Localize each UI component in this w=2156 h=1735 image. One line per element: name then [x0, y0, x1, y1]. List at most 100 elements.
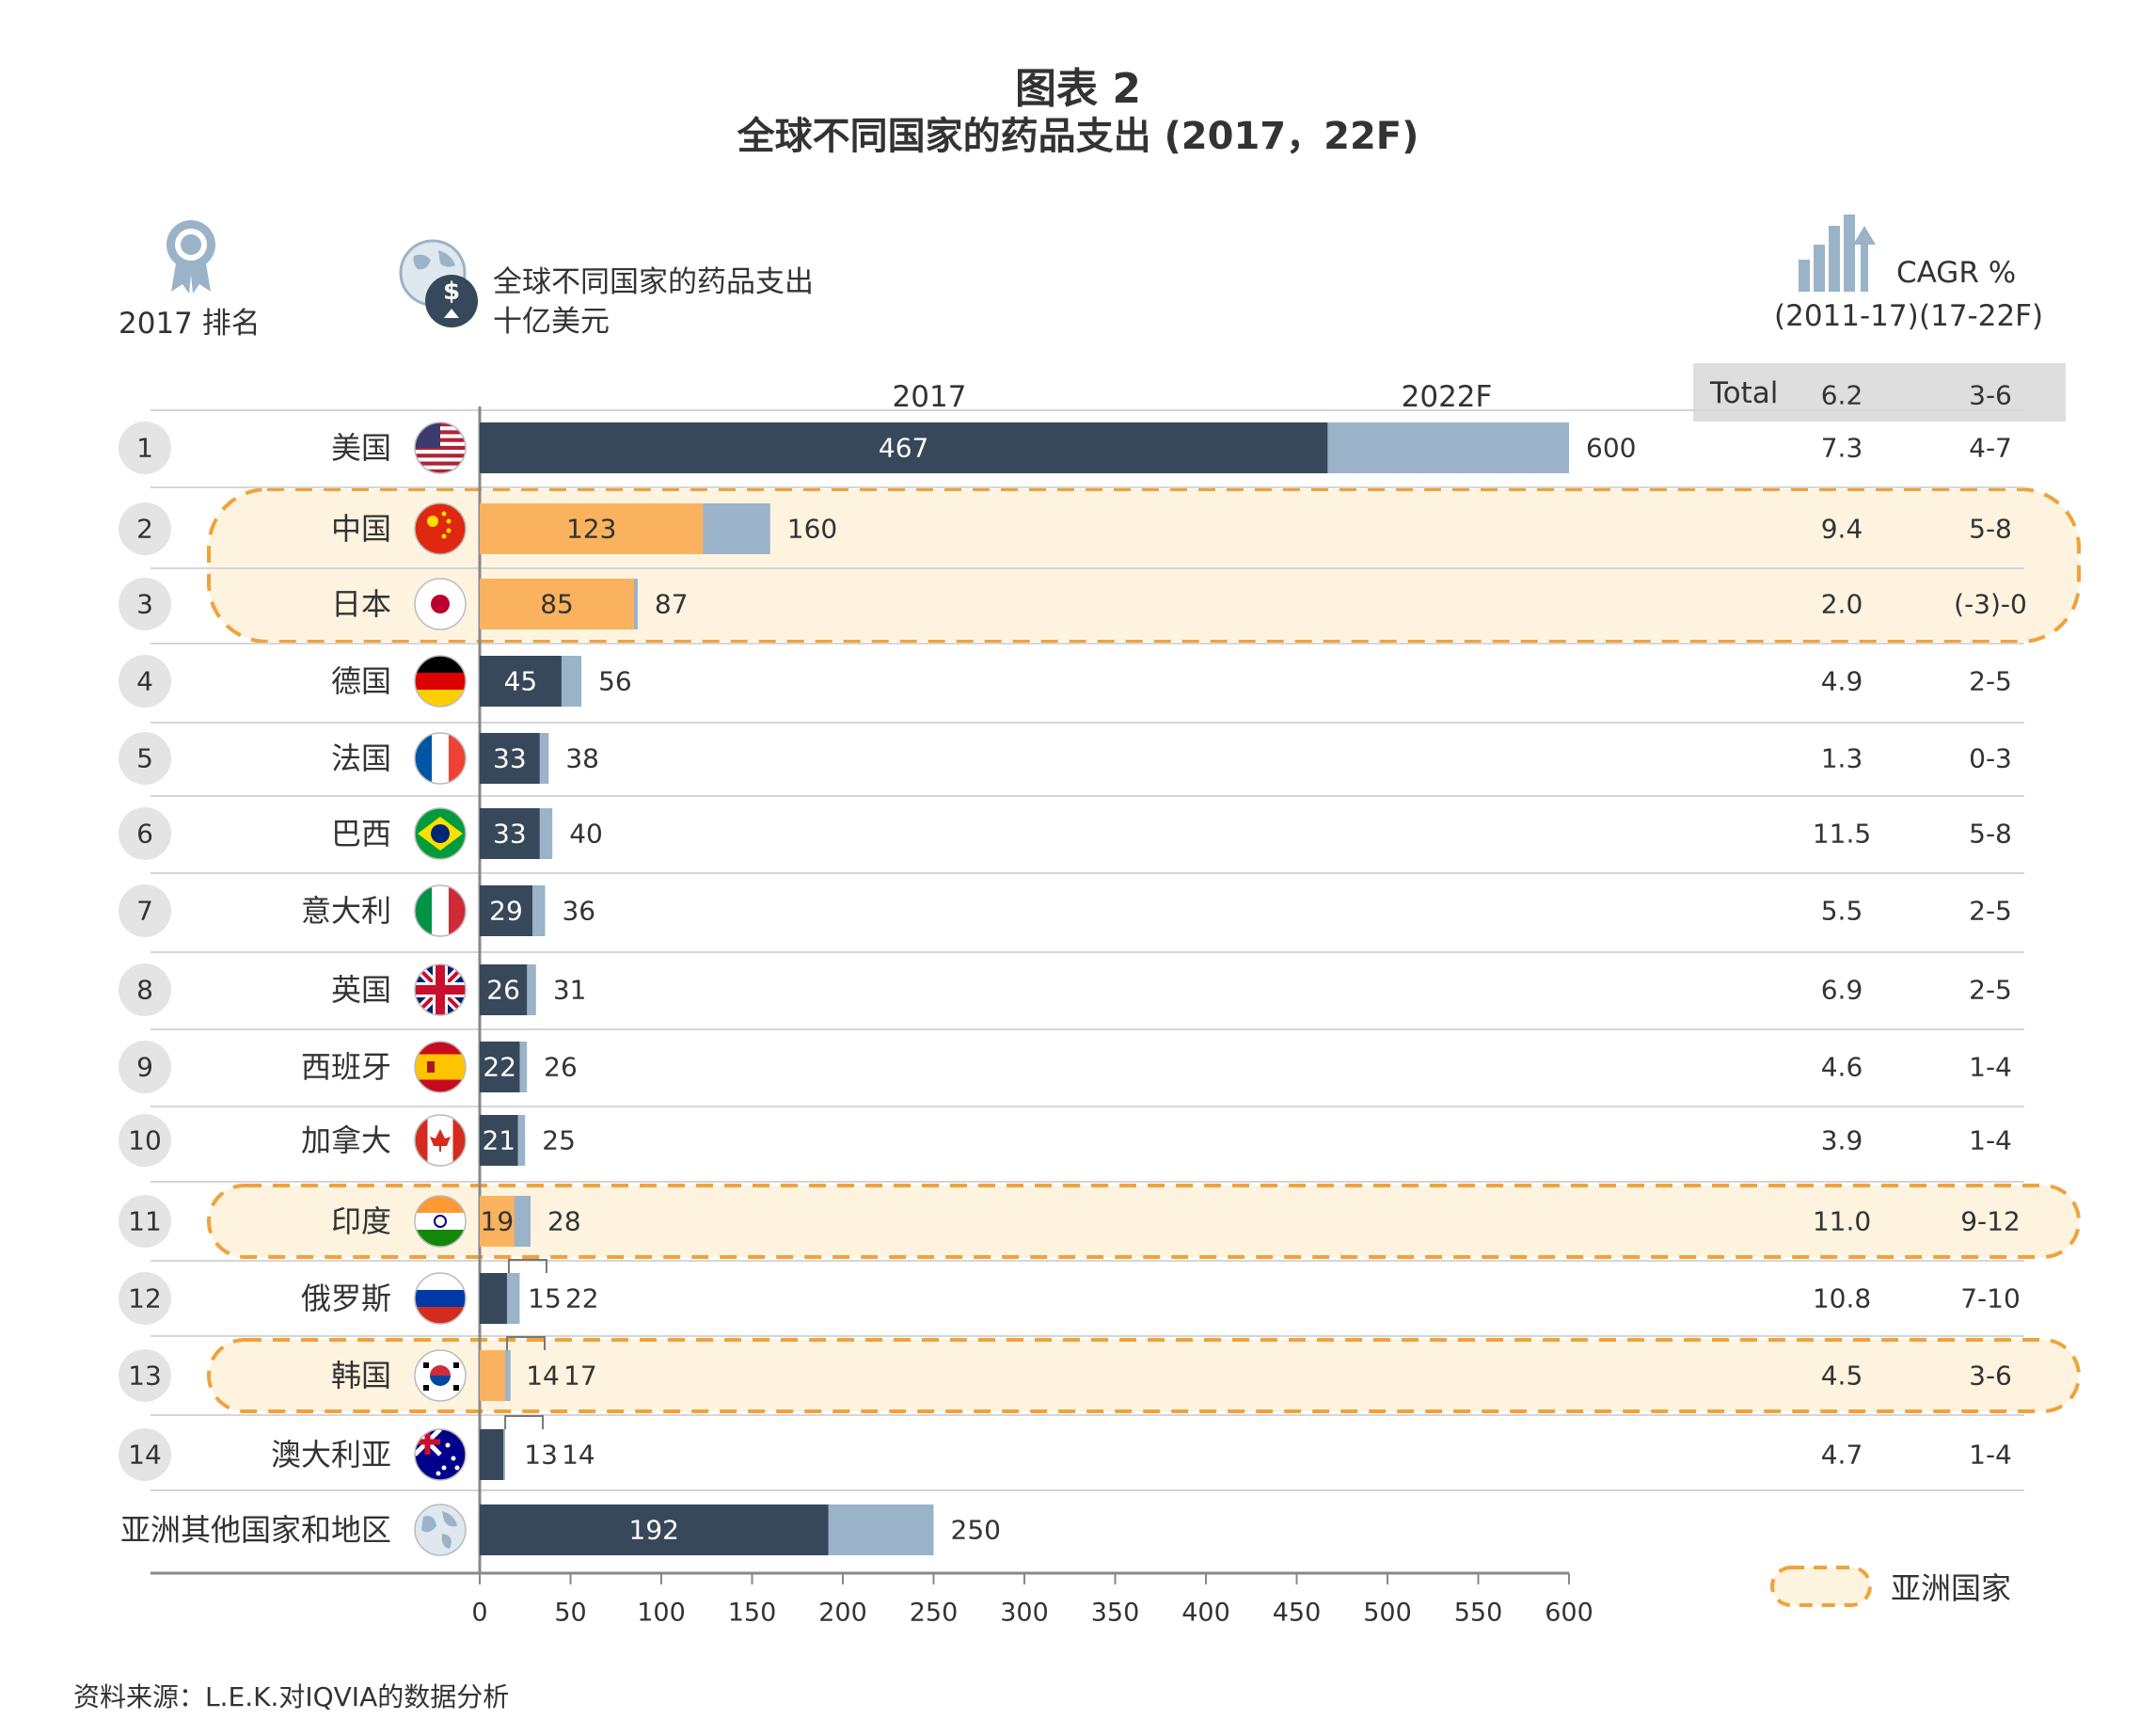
country-name: 加拿大 — [301, 1122, 391, 1158]
rank-circle — [119, 1041, 171, 1093]
brazil-flag-icon — [414, 807, 467, 860]
x-tick-label: 450 — [1273, 1599, 1322, 1628]
asia-highlight-band — [207, 1338, 2081, 1413]
rank-circle — [119, 884, 171, 937]
asia-highlight-band — [207, 1184, 2081, 1259]
country-name: 俄罗斯 — [301, 1281, 391, 1316]
cagr-col2-header: (17-22F) — [1919, 299, 2044, 333]
value-2017-label: 33 — [493, 743, 527, 774]
cagr-2011-17-value: 10.8 — [1813, 1283, 1871, 1314]
x-tick-label: 200 — [818, 1599, 867, 1628]
cagr-col1-header: (2011-17) — [1774, 299, 1919, 333]
uk-flag-icon — [414, 963, 467, 1016]
value-2017-label: 19 — [481, 1206, 515, 1237]
cagr-17-22-value: 3-6 — [1969, 1361, 2012, 1392]
spain-flag-icon — [414, 1041, 467, 1093]
rank-number: 14 — [128, 1440, 162, 1471]
value-2022-label: 250 — [951, 1515, 1001, 1546]
rank-circle — [119, 578, 171, 630]
bar-2017 — [480, 579, 635, 629]
rank-number: 8 — [136, 975, 153, 1006]
x-tick-label: 50 — [554, 1599, 586, 1628]
globe-dollar-icon: $ — [399, 239, 478, 327]
chart-subtitle: 全球不同国家的药品支出 (2017，22F) — [737, 115, 1419, 158]
value-2017-label: 85 — [540, 589, 574, 620]
cagr-17-22-value: 1-4 — [1969, 1125, 2012, 1156]
rank-number: 3 — [136, 589, 153, 620]
bar-2017 — [480, 1115, 518, 1166]
rank-circle — [119, 1349, 171, 1402]
rank-number: 13 — [128, 1361, 162, 1392]
cagr-2011-17-value: 5.5 — [1821, 896, 1863, 927]
cagr-2011-17-value: 2.0 — [1821, 589, 1863, 620]
x-tick-label: 550 — [1454, 1599, 1503, 1628]
value-2017-label: 29 — [489, 896, 523, 927]
value-2022-label: 28 — [547, 1206, 581, 1237]
rank-number: 6 — [136, 819, 153, 850]
spend-header-line2: 十亿美元 — [493, 305, 610, 339]
asia-legend-swatch — [1770, 1566, 1872, 1607]
value-2017-label: 14 — [526, 1361, 560, 1392]
cagr-2011-17-value: 4.6 — [1821, 1052, 1863, 1083]
value-2022-label: 22 — [565, 1283, 599, 1314]
cagr-2011-17-value: 11.0 — [1813, 1206, 1871, 1237]
us-flag-icon — [414, 422, 467, 474]
value-2022-label: 25 — [542, 1125, 576, 1156]
value-2022-label: 26 — [544, 1052, 578, 1083]
x-tick-label: 400 — [1181, 1599, 1230, 1628]
australia-flag-icon — [414, 1428, 467, 1481]
rank-circle — [119, 807, 171, 860]
value-2022-label: 600 — [1586, 433, 1636, 464]
rank-number: 9 — [136, 1052, 153, 1083]
total-header-box — [1693, 363, 2066, 422]
russia-flag-icon — [414, 1272, 467, 1325]
bar-2017 — [480, 422, 1328, 473]
cagr-17-22-value: 5-8 — [1969, 514, 2012, 545]
cagr-2011-17-value: 4.5 — [1821, 1361, 1863, 1392]
country-name: 巴西 — [331, 816, 391, 852]
rank-circle — [119, 1195, 171, 1248]
bar-2017 — [480, 1196, 515, 1247]
cagr-2011-17-value: 4.7 — [1821, 1440, 1863, 1471]
cagr-header-label: CAGR % — [1896, 256, 2017, 290]
cagr-17-22-value: 2-5 — [1969, 975, 2012, 1006]
cagr-17-22-value: 1-4 — [1969, 1440, 2012, 1471]
value-2022-label: 40 — [569, 819, 603, 850]
india-flag-icon — [414, 1195, 467, 1248]
value-2022-label: 36 — [562, 896, 595, 927]
cagr-17-22-value: 1-4 — [1969, 1052, 2012, 1083]
bar-2017 — [480, 503, 704, 554]
bar-2017 — [480, 733, 540, 784]
rank-number: 7 — [136, 896, 153, 927]
value-2022-label: 87 — [655, 589, 689, 620]
rank-header-label: 2017 排名 — [119, 307, 261, 341]
rank-circle — [119, 655, 171, 708]
bar-2017 — [480, 885, 532, 936]
rank-circle — [119, 502, 171, 555]
value-2017-label: 21 — [482, 1125, 515, 1156]
country-name: 日本 — [331, 586, 391, 622]
country-name: 德国 — [331, 663, 391, 699]
cagr-2011-17-value: 3.9 — [1821, 1125, 1863, 1156]
value-2017-label: 26 — [486, 975, 520, 1006]
total-cagr1: 6.2 — [1821, 380, 1863, 411]
value-2022-label: 38 — [565, 743, 599, 774]
x-tick-label: 500 — [1363, 1599, 1412, 1628]
svg-text:$: $ — [443, 278, 460, 306]
rank-number: 4 — [136, 666, 153, 697]
bar-2017 — [480, 1350, 506, 1401]
value-callout-bracket — [504, 1415, 545, 1429]
bar-2017 — [480, 1429, 504, 1480]
value-2017-label: 33 — [493, 819, 527, 850]
italy-flag-icon — [414, 884, 467, 937]
cagr-2011-17-value: 1.3 — [1821, 743, 1863, 774]
rank-circle — [119, 1272, 171, 1325]
bar-2017 — [480, 808, 540, 859]
globe-icon — [414, 1504, 467, 1556]
value-2017-label: 13 — [524, 1440, 558, 1471]
rank-number: 5 — [136, 743, 153, 774]
country-name: 西班牙 — [301, 1049, 391, 1085]
value-2022-label: 31 — [553, 975, 587, 1006]
cagr-17-22-value: (-3)-0 — [1954, 589, 2027, 620]
total-label: Total — [1709, 376, 1778, 410]
